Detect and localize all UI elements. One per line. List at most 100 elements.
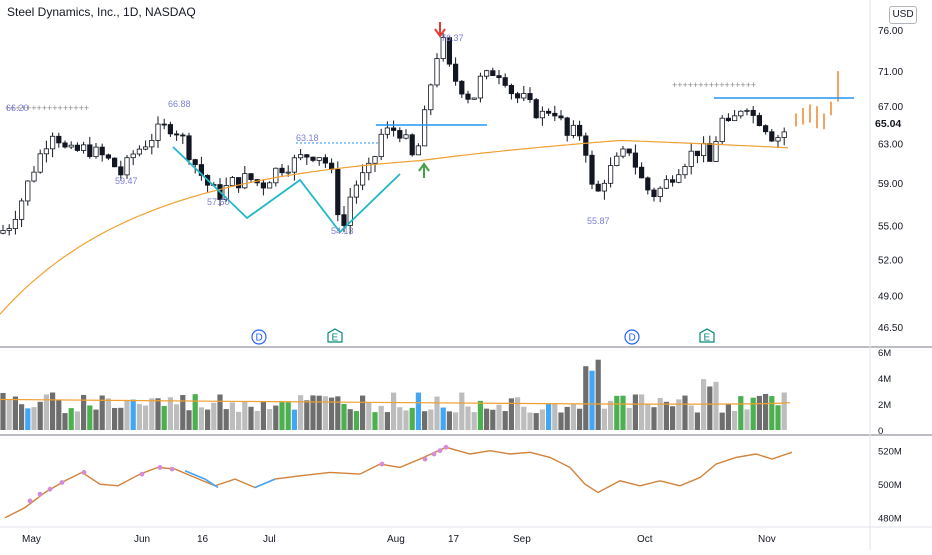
- candle-down: [452, 63, 459, 82]
- time-tick-label: Jul: [263, 534, 276, 545]
- candle-up: [291, 157, 298, 173]
- candle-up: [372, 156, 378, 164]
- candle-down: [577, 124, 583, 137]
- rs-marker: [437, 448, 443, 454]
- candle-up: [136, 148, 142, 155]
- volume-bar: [620, 395, 626, 430]
- volume-bar: [508, 398, 514, 430]
- volume-bar: [205, 409, 211, 430]
- price-tick-label: 67.00: [878, 102, 903, 113]
- candle-up: [701, 143, 707, 157]
- candle-up: [428, 84, 434, 111]
- volume-bar: [533, 413, 539, 430]
- volume-bar: [229, 402, 235, 430]
- volume-bar: [446, 411, 452, 430]
- candle-down: [112, 157, 118, 168]
- volume-bar: [496, 404, 502, 430]
- candle-down: [546, 110, 552, 114]
- rs-marker: [157, 465, 163, 470]
- earnings-label: E: [704, 333, 711, 344]
- candle-up: [434, 58, 440, 86]
- volume-bar: [384, 412, 390, 430]
- volume-bar: [360, 395, 366, 430]
- volume-bar: [403, 410, 409, 430]
- candle-down: [167, 124, 173, 135]
- volume-bar: [756, 395, 762, 430]
- candle-down: [583, 135, 589, 156]
- price-tick-label: 63.00: [878, 139, 903, 150]
- candle-down: [335, 168, 341, 216]
- price-annotation: 55.87: [587, 216, 610, 226]
- volume-bar: [725, 404, 731, 430]
- candle-up: [738, 110, 744, 117]
- volume-bar: [434, 396, 440, 430]
- rs-tick-label: 520M: [878, 447, 902, 458]
- candle-up: [471, 97, 477, 100]
- volume-bar: [0, 392, 6, 430]
- volume-bar: [397, 407, 403, 430]
- volume-bar: [329, 397, 335, 430]
- currency-button[interactable]: USD: [889, 6, 917, 24]
- candle-up: [415, 145, 422, 156]
- volume-bar: [50, 392, 56, 430]
- price-annotation: 66.20: [6, 103, 29, 113]
- volume-bar: [558, 412, 564, 430]
- candle-up: [353, 184, 360, 198]
- candle-down: [552, 112, 558, 117]
- volume-bar: [87, 405, 93, 430]
- candle-down: [632, 152, 639, 168]
- candle-down: [62, 142, 68, 148]
- time-tick-label: 17: [448, 534, 460, 545]
- volume-bar: [781, 392, 787, 430]
- candle-down: [118, 166, 124, 176]
- volume-bar: [304, 400, 310, 430]
- sell-arrow: [434, 22, 446, 38]
- volume-bar: [502, 411, 508, 430]
- candle-down: [527, 93, 533, 101]
- marker-row: ++++++++++++++++: [672, 80, 756, 90]
- volume-bar: [477, 400, 483, 430]
- candle-down: [639, 166, 645, 179]
- candle-up: [403, 134, 409, 139]
- dividend-marker: [624, 329, 640, 345]
- rs-marker: [139, 471, 145, 477]
- volume-bar: [335, 396, 341, 430]
- candle-down: [626, 148, 632, 154]
- earnings-marker: [327, 328, 343, 343]
- candle-down: [248, 173, 254, 180]
- volume-bar: [19, 404, 25, 430]
- volume-bar: [124, 400, 130, 430]
- volume-bar: [750, 397, 756, 430]
- candle-down: [105, 154, 111, 159]
- volume-bar: [155, 398, 161, 430]
- volume-bar: [663, 401, 669, 430]
- candle-down: [490, 70, 496, 77]
- volume-bar: [707, 386, 713, 430]
- candle-up: [297, 154, 304, 159]
- volume-bar: [68, 408, 74, 430]
- candle-down: [186, 135, 192, 160]
- volume-bar: [577, 408, 583, 430]
- price-annotation: 63.18: [296, 133, 319, 143]
- candle-up: [93, 146, 99, 158]
- candle-up: [781, 131, 787, 138]
- volume-bar: [167, 397, 173, 430]
- price-annotation: 57.60: [207, 197, 230, 207]
- volume-bar: [775, 405, 781, 430]
- volume-bar: [378, 405, 384, 430]
- volume-bar: [428, 409, 434, 430]
- candle-down: [341, 214, 347, 226]
- volume-bar: [118, 407, 124, 430]
- volume-group: [0, 359, 787, 430]
- pattern-line: [172, 146, 401, 234]
- candle-down: [74, 144, 80, 151]
- rs-marker: [169, 466, 175, 472]
- last-price-label: 65.04: [875, 118, 902, 130]
- volume-bar: [608, 400, 614, 430]
- volume-tick-label: 6M: [878, 348, 891, 359]
- candle-down: [645, 177, 651, 191]
- rs-marker: [81, 470, 87, 475]
- volume-bar: [130, 399, 136, 430]
